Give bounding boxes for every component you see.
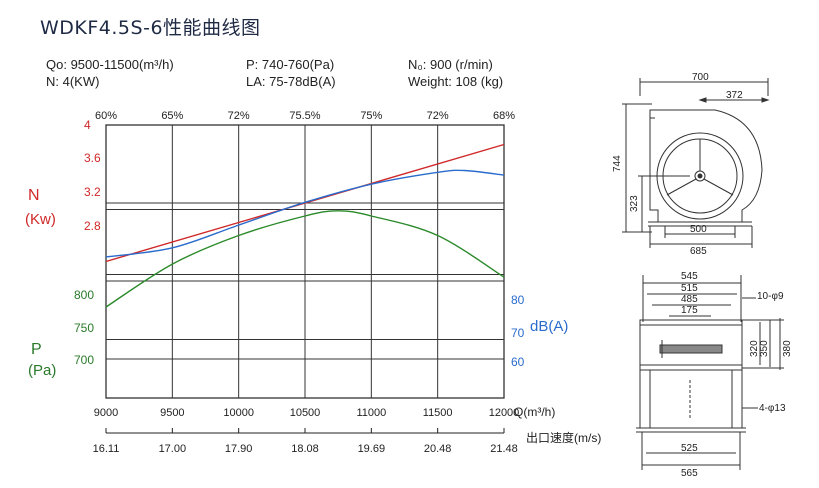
noise-axis: 80 70 60 dB(A) [511,293,568,369]
velocity-tick-labels: 16.11 17.00 17.90 18.08 19.69 20.48 21.48 [93,428,518,455]
spec-speed: N₀: 900 (r/min) [408,57,493,72]
power-axis-label: N [28,187,40,204]
flow-tick-labels: 9000 9500 10000 10500 11000 11500 12000 [94,407,520,419]
efficiency-label: 75.5% [289,110,320,122]
velocity-axis-label: 出口速度(m/s) [526,430,601,445]
power-axis: 4 3.6 3.2 2.8 N (Kw) [25,118,101,233]
dim-4-phi-13: 4-φ13 [759,403,786,414]
dim-320: 320 [749,340,760,357]
noise-curve [105,169,505,258]
flow-tick-label: 10500 [290,407,321,419]
dim-380: 380 [782,340,793,357]
dim-350: 350 [759,340,770,357]
efficiency-label: 72% [228,110,250,122]
efficiency-label: 60% [95,110,117,122]
dim-545: 545 [681,271,698,282]
dim-10-phi-9: 10-φ9 [757,291,784,302]
dim-744: 744 [612,155,623,172]
efficiency-label: 75% [360,110,382,122]
power-tick: 4 [84,118,91,132]
velocity-tick-label: 17.90 [225,443,253,455]
velocity-tick-label: 18.08 [291,443,319,455]
dim-175: 175 [681,305,698,316]
power-tick: 2.8 [84,219,101,233]
curves [105,143,505,308]
grid-lines [106,125,504,398]
efficiency-label: 72% [427,110,449,122]
x-axis-label: Q(m³/h) [514,405,555,419]
front-view-drawing [622,78,770,248]
dim-515: 515 [681,283,698,294]
spec-flow: Qo: 9500-11500(m³/h) [46,57,174,72]
pressure-curve [105,210,505,308]
front-view-dimensions: 700 372 744 323 500 685 [612,72,743,257]
power-axis-unit: (Kw) [25,211,56,228]
dim-565: 565 [681,468,698,479]
efficiency-labels: 60% 65% 72% 75.5% 75% 72% 68% [95,110,515,122]
flow-tick-label: 12000 [489,407,520,419]
flow-tick-label: 11500 [423,407,453,419]
spec-pressure: P: 740-760(Pa) [246,57,335,72]
power-tick: 3.2 [84,185,101,199]
flow-tick-label: 11000 [356,407,386,419]
flow-tick-label: 9000 [94,407,118,419]
noise-tick: 80 [511,293,525,307]
pressure-axis-label: P [31,341,42,358]
spec-noise: LA: 75-78dB(A) [246,74,336,89]
pressure-axis-unit: (Pa) [28,362,56,379]
velocity-tick-label: 21.48 [490,443,518,455]
dim-372: 372 [726,90,743,101]
dim-485: 485 [681,294,698,305]
velocity-tick-label: 16.11 [93,443,120,455]
dim-323: 323 [629,195,640,212]
velocity-tick-label: 17.00 [159,443,187,455]
noise-tick: 70 [511,326,525,340]
noise-axis-label: dB(A) [530,318,568,335]
efficiency-label: 65% [161,110,183,122]
page-title: WDKF4.5S-6性能曲线图 [40,17,261,39]
pressure-tick: 750 [74,321,94,335]
dim-525: 525 [681,443,698,454]
side-view-drawing [636,275,784,470]
pressure-axis: 800 750 700 P (Pa) [28,288,94,379]
dim-685: 685 [690,246,707,257]
side-view-dimensions: 545 515 485 175 10-φ9 320 350 380 4-φ13 … [681,271,793,479]
spec-weight: Weight: 108 (kg) [408,74,504,89]
power-tick: 3.6 [84,151,101,165]
flow-tick-label: 10000 [223,407,254,419]
noise-tick: 60 [511,355,525,369]
flow-tick-label: 9500 [160,407,184,419]
dim-500: 500 [690,224,707,235]
pressure-tick: 800 [74,288,94,302]
dim-700: 700 [692,72,709,83]
spec-power: N: 4(KW) [46,74,100,89]
efficiency-label: 68% [493,110,515,122]
pressure-tick: 700 [74,353,94,367]
velocity-tick-label: 20.48 [424,443,452,455]
velocity-tick-label: 19.69 [358,443,386,455]
